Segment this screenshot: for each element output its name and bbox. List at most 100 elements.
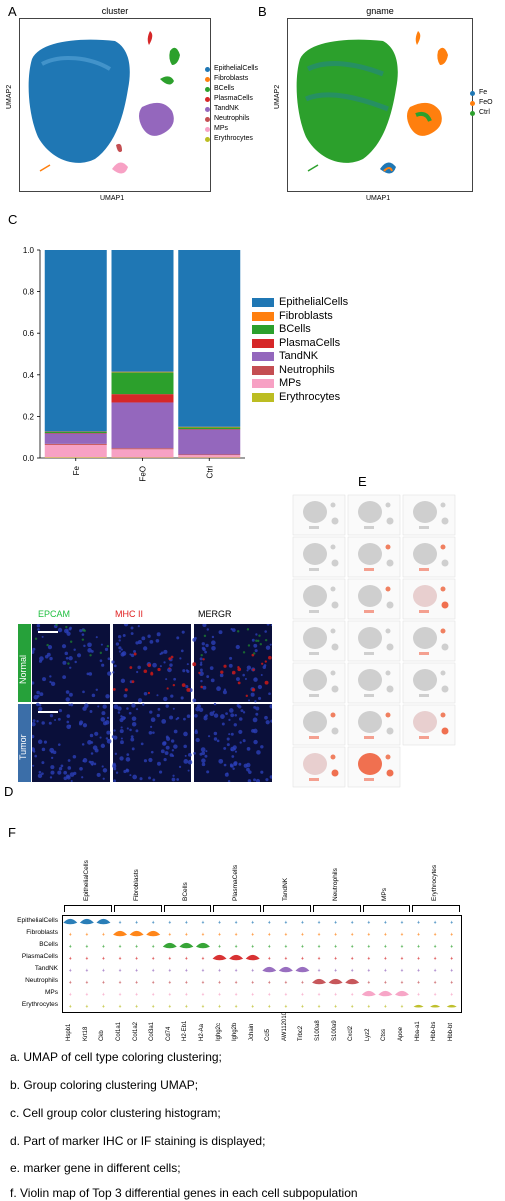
violin-gene-label: Hba-a1 <box>414 1021 421 1041</box>
violin-mark-plasmacells-jchain <box>245 954 260 961</box>
bar-segment-ctrl-mps <box>178 455 241 458</box>
violin-group-label: Fibroblasts <box>132 869 140 901</box>
group-bracket <box>163 905 212 912</box>
legend-label: Erythrocytes <box>214 135 253 142</box>
violin-gene-label: Lyz2 <box>364 1028 371 1041</box>
legend-label: EpithelialCells <box>279 296 349 308</box>
caption-e: e. marker gene in different cells; <box>10 1161 181 1175</box>
bar-legend-item-fibroblasts: Fibroblasts <box>252 310 348 324</box>
bar-segment-feo-mps <box>111 449 174 458</box>
umap-a-frame: cluster UMAP1 UMAP2 <box>6 6 211 202</box>
legend-marker <box>470 110 475 116</box>
legend-label: TandNK <box>279 350 319 362</box>
group-bracket <box>362 905 411 912</box>
legend-marker <box>205 66 210 72</box>
violin-plot: EpithelialCells Fibroblasts BCells PlasmaCe… <box>0 830 505 1045</box>
ihc-image-tumor-epcam <box>32 702 112 782</box>
violin-gene-label: Hspb1 <box>66 1023 73 1041</box>
legend-swatch <box>252 352 274 362</box>
legend-swatch <box>252 392 274 402</box>
violin-gene-label: Ccl5 <box>265 1028 272 1041</box>
legend-label: Erythrocytes <box>279 390 341 403</box>
feature-plot <box>292 620 346 662</box>
bar-segment-ctrl-bcells <box>178 427 241 430</box>
group-bracket <box>412 905 460 912</box>
panel-label-f: F <box>8 825 16 840</box>
violin-mark-bcells-cd74 <box>162 942 177 949</box>
x-tick-label-feo: FeO <box>139 466 148 482</box>
legend-marker <box>470 90 475 96</box>
panel-label-a: A <box>8 4 17 19</box>
violin-gene-label: Col1a1 <box>116 1021 123 1041</box>
legend-swatch <box>252 311 274 321</box>
group-bracket <box>312 905 361 912</box>
violin-gene-label: Cd74 <box>165 1026 172 1041</box>
panel-label-e: E <box>358 474 367 489</box>
caption-a: a. UMAP of cell type coloring clustering… <box>10 1050 222 1064</box>
umap-a-legend-item-epithelialcells: EpithelialCells <box>205 64 258 74</box>
umap-b-ylabel: UMAP2 <box>274 84 281 109</box>
umap-b-title: gname <box>366 6 394 16</box>
legend-label: Neutrophils <box>279 363 335 376</box>
violin-mark-epithelialcells-hspb1 <box>63 918 78 925</box>
umap-a-legend: EpithelialCells Fibroblasts BCells PlasmaCe… <box>205 64 258 144</box>
bar-chart-legend: EpithelialCells Fibroblasts BCells PlasmaCe… <box>252 296 348 404</box>
umap-a-title: cluster <box>101 6 129 16</box>
feature-plot <box>402 704 456 746</box>
bar-segment-feo-bcells <box>111 372 174 395</box>
bar-legend-item-epithelialcells: EpithelialCells <box>252 296 348 310</box>
violin-gene-label: Ckb <box>99 1030 106 1041</box>
violin-mark-tandnk-ccl5 <box>262 966 277 973</box>
bar-segment-ctrl-neutrophils <box>178 454 241 456</box>
violin-row-label: Fibroblasts <box>26 929 58 936</box>
violin-mark-epithelialcells-ckb <box>96 918 111 925</box>
legend-label: BCells <box>214 85 235 92</box>
violin-gene-label: Col3a1 <box>149 1021 156 1041</box>
feature-plot <box>347 494 401 536</box>
violin-gene-label: Cxcl2 <box>348 1025 355 1041</box>
y-tick-label: 0.2 <box>23 412 35 421</box>
ihc-header-mergr: MERGR <box>198 609 232 619</box>
bar-segment-ctrl-fibroblasts <box>178 426 241 428</box>
umap-b-legend-item-fe: Fe <box>470 88 493 98</box>
umap-a-legend-item-bcells: BCells <box>205 84 258 94</box>
panel-label-b: B <box>258 4 267 19</box>
violin-mark-mps-apoe <box>394 990 409 997</box>
feature-plot <box>402 578 456 620</box>
violin-gene-label: Jchain <box>248 1023 255 1041</box>
violin-gene-label: Krt18 <box>82 1026 89 1041</box>
violin-gene-label: Ctss <box>381 1029 388 1041</box>
stacked-bar-chart: 0.0 0.2 0.4 0.6 0.8 1.0 Fe FeO Ctrl <box>23 246 245 482</box>
feature-plot <box>292 704 346 746</box>
bar-segment-feo-fibroblasts <box>111 371 174 373</box>
violin-mark-plasmacells-ighg2b <box>229 954 244 961</box>
legend-label: FeO <box>479 99 493 106</box>
violin-gene-label: Hbb-bt <box>447 1022 454 1041</box>
feature-plot <box>347 746 401 788</box>
group-bracket <box>113 905 162 912</box>
legend-label: PlasmaCells <box>279 336 341 349</box>
bar-segment-feo-epithelialcells <box>111 250 174 372</box>
ihc-image-tumor-mergr <box>193 702 272 782</box>
violin-frame <box>62 915 462 1013</box>
panel-label-d: D <box>4 784 14 799</box>
x-tick-label-fe: Fe <box>72 465 81 475</box>
caption-c: c. Cell group color clustering histogram… <box>10 1106 221 1120</box>
legend-label: Neutrophils <box>214 115 250 122</box>
violin-marks <box>63 918 457 1008</box>
bar-legend-item-plasmacells: PlasmaCells <box>252 337 348 351</box>
umap-a-xlabel: UMAP1 <box>100 195 125 202</box>
violin-gene-label: AW112010 <box>281 1011 288 1041</box>
feature-plot <box>292 662 346 704</box>
umap-a-ylabel: UMAP2 <box>6 84 13 109</box>
violin-mark-erythrocytes-hbb-bs <box>430 1004 441 1008</box>
violin-group-label: TandNK <box>281 877 289 901</box>
legend-label: Fe <box>479 89 488 96</box>
violin-group-label: PlasmaCells <box>232 864 240 901</box>
row-label-normal-band: Normal <box>18 624 31 702</box>
violin-mark-epithelialcells-krt18 <box>79 918 94 925</box>
legend-label: PlasmaCells <box>214 95 253 102</box>
feature-plot <box>402 620 456 662</box>
umap-b-frame: gname UMAP1 UMAP2 <box>274 6 473 202</box>
group-bracket <box>263 905 311 912</box>
